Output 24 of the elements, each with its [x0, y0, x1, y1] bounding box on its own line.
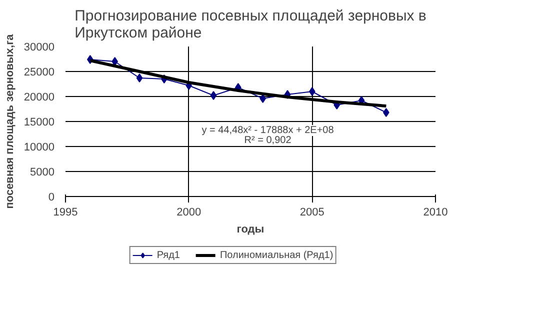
point [136, 74, 143, 82]
annotation: y = 44,48x² - 17888x + 2E+08 [202, 125, 334, 136]
y-tick-label: 25000 [24, 66, 55, 78]
x-tick-label: 2005 [300, 206, 324, 218]
legend-label: Полиномиальная (Ряд1) [220, 249, 334, 261]
legend-label: Ряд1 [156, 249, 180, 261]
x-axis-title: годы [236, 224, 264, 236]
point [112, 57, 118, 66]
chart-title: Прогнозирование посевных площадей зерновых в Иркутском районе [74, 8, 426, 42]
y-tick-label: 10000 [24, 142, 55, 154]
y-axis-title: посевная площадь зерновых,га [4, 33, 16, 209]
y-tick-label: 30000 [24, 42, 55, 54]
point [383, 108, 390, 117]
annotation: R² = 0,902 [244, 134, 292, 146]
x-tick-label: 2010 [423, 206, 448, 218]
y-tick-label: 5000 [30, 166, 55, 178]
x-tick-label: 2000 [176, 206, 202, 218]
y-tick-label: 15000 [24, 116, 55, 128]
y-tick-label: 20000 [24, 92, 55, 104]
point [210, 91, 217, 100]
point [309, 87, 316, 96]
point [260, 94, 266, 103]
x-tick-label: 1995 [53, 206, 78, 218]
y-tick-label: 0 [48, 192, 55, 204]
